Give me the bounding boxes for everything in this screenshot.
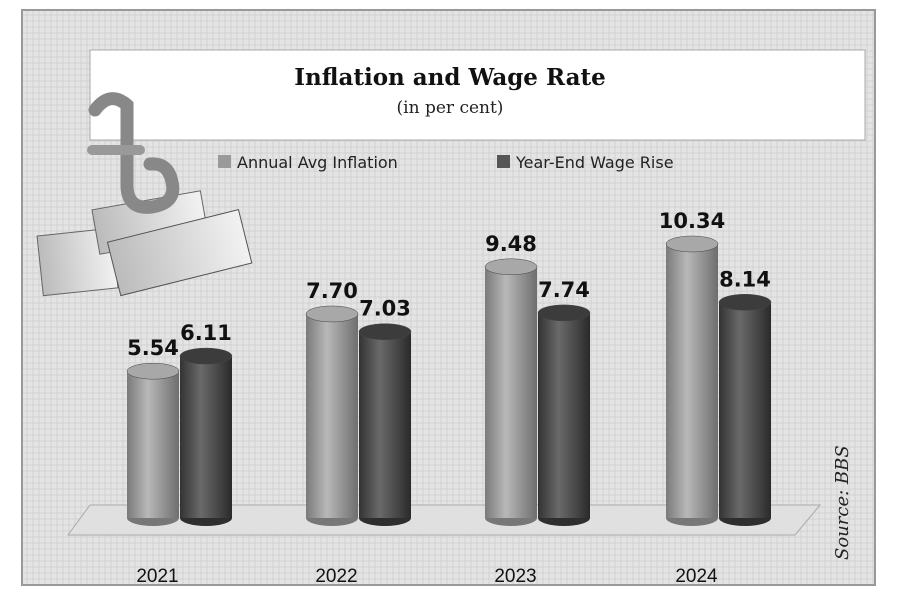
bar-wage-2023 bbox=[537, 304, 591, 526]
bar-top bbox=[484, 258, 538, 276]
bar-inflation-2022 bbox=[305, 305, 359, 526]
bar-body bbox=[359, 331, 411, 518]
data-labels: 5.546.11 7.707.03 9.487.74 10.34 8.14 bbox=[127, 209, 771, 360]
source-note: Source: BBS bbox=[832, 445, 853, 560]
chart-subtitle: (in per cent) bbox=[397, 98, 504, 118]
bar-top bbox=[126, 362, 180, 380]
bar-inflation-2023 bbox=[484, 258, 538, 526]
data-label: 7.03 bbox=[359, 297, 411, 321]
bar-body bbox=[538, 312, 590, 518]
legend-label-wage: Year-End Wage Rise bbox=[515, 153, 674, 172]
bar-wage-2021 bbox=[179, 347, 233, 526]
data-label: 6.11 bbox=[180, 321, 232, 345]
bar-wage-2022 bbox=[358, 323, 412, 526]
bar-body bbox=[485, 266, 537, 518]
bar-top bbox=[537, 304, 591, 322]
legend-label-inflation: Annual Avg Inflation bbox=[237, 153, 398, 172]
bar-body bbox=[306, 313, 358, 518]
bar-top bbox=[358, 323, 412, 340]
x-tick-label: 2021 bbox=[136, 566, 178, 587]
data-label: 7.70 bbox=[306, 279, 358, 303]
bar-wage-2024 bbox=[718, 294, 772, 526]
bars bbox=[126, 235, 772, 526]
chart-title: Inflation and Wage Rate bbox=[294, 64, 606, 91]
x-axis-ticks: 2021 2022 2023 2024 bbox=[136, 566, 718, 587]
bar-top bbox=[665, 235, 719, 253]
taka-symbol-icon bbox=[88, 92, 180, 214]
title-box bbox=[89, 49, 866, 141]
money-illustration bbox=[36, 92, 253, 297]
bar-body bbox=[127, 371, 179, 518]
bar-body bbox=[180, 356, 232, 518]
bar-inflation-2021 bbox=[126, 362, 180, 526]
legend-swatch-inflation bbox=[218, 155, 231, 168]
data-label: 9.48 bbox=[485, 232, 537, 256]
data-label: 5.54 bbox=[127, 336, 179, 360]
legend-swatch-wage bbox=[497, 155, 510, 168]
bar-body bbox=[719, 302, 771, 518]
data-label: 8.14 bbox=[719, 267, 771, 291]
bar-top bbox=[179, 347, 233, 365]
data-label: 7.74 bbox=[538, 278, 590, 302]
bar-top bbox=[305, 305, 359, 323]
bar-body bbox=[666, 243, 718, 519]
legend: Annual Avg Inflation Year-End Wage Rise bbox=[218, 153, 674, 172]
bar-inflation-2024 bbox=[665, 235, 719, 526]
x-tick-label: 2022 bbox=[315, 566, 357, 587]
x-tick-label: 2024 bbox=[675, 566, 718, 587]
data-label: 10.34 bbox=[659, 209, 725, 233]
x-tick-label: 2023 bbox=[494, 566, 536, 587]
bar-top bbox=[718, 294, 772, 311]
